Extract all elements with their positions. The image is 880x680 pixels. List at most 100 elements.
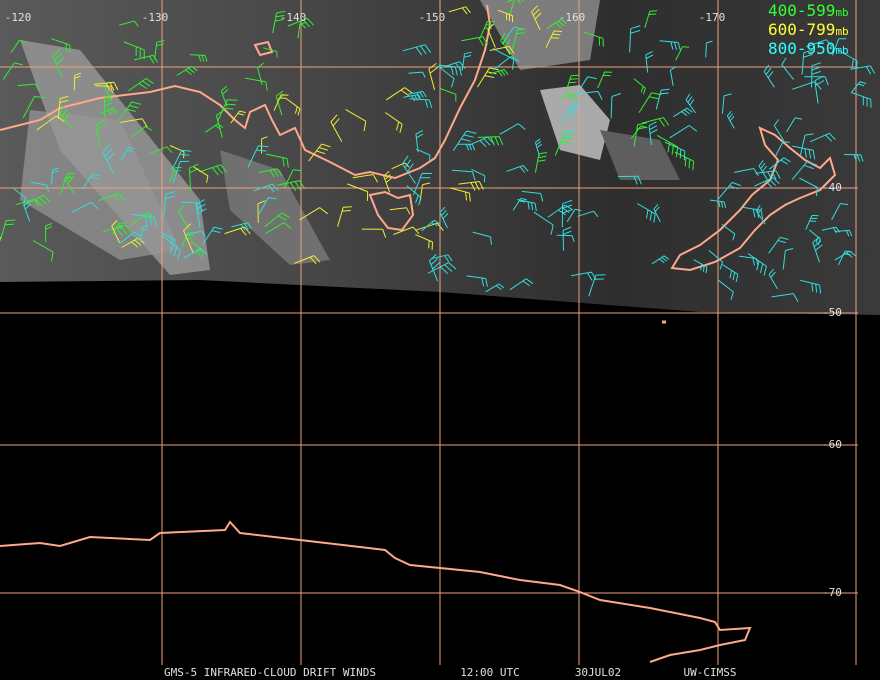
wind-barb xyxy=(721,223,736,241)
wind-barb xyxy=(832,38,847,56)
wind-barb xyxy=(172,160,190,183)
wind-barb xyxy=(190,240,204,258)
wind-barb xyxy=(415,148,431,162)
wind-barb xyxy=(95,119,106,148)
wind-barb xyxy=(773,119,785,141)
wind-barb xyxy=(492,47,515,70)
wind-barb xyxy=(389,207,411,215)
wind-barb xyxy=(308,143,331,162)
wind-barb xyxy=(409,98,433,109)
wind-barb xyxy=(534,138,543,156)
wind-barb xyxy=(160,231,176,246)
wind-barb xyxy=(656,134,679,157)
wind-barb xyxy=(722,264,739,283)
wind-barb xyxy=(421,219,441,232)
wind-barb xyxy=(457,143,476,151)
wind-barb xyxy=(792,145,816,160)
wind-barb xyxy=(709,199,727,209)
wind-barb xyxy=(120,118,148,128)
wind-barb xyxy=(641,117,670,127)
wind-barb xyxy=(186,230,206,237)
wind-barb xyxy=(559,92,578,101)
wind-barb xyxy=(393,226,420,235)
wind-barb xyxy=(123,41,145,60)
wind-barb xyxy=(231,222,253,231)
wind-barb xyxy=(645,50,654,73)
wind-barb xyxy=(461,36,489,46)
wind-barb xyxy=(103,94,113,118)
wind-barb xyxy=(566,208,582,223)
wind-barb xyxy=(13,188,27,205)
wind-barb xyxy=(521,190,544,202)
wind-barb xyxy=(294,255,321,265)
footer-text: UW-CIMSS xyxy=(684,666,737,679)
wind-barb xyxy=(489,45,515,55)
wind-barb xyxy=(120,147,135,161)
wind-barb xyxy=(506,165,529,173)
wind-barb xyxy=(415,130,424,152)
wind-barb xyxy=(489,69,509,77)
wind-barb xyxy=(257,62,264,86)
wind-barb xyxy=(183,248,208,259)
wind-barb xyxy=(561,199,573,228)
wind-barb xyxy=(439,88,457,102)
latitude-label: -70 xyxy=(822,586,842,599)
wind-barb xyxy=(458,181,484,191)
wind-barb xyxy=(131,213,157,227)
wind-barb xyxy=(477,67,499,88)
legend-entry: 600-799mb xyxy=(768,20,849,39)
graticule xyxy=(0,0,858,665)
wind-barb xyxy=(347,183,369,201)
wind-barb xyxy=(36,115,65,131)
wind-barb xyxy=(189,54,208,62)
wind-barb xyxy=(768,236,789,254)
wind-barb xyxy=(202,226,223,245)
wind-barb xyxy=(708,250,724,270)
wind-barb xyxy=(837,49,858,71)
wind-barb xyxy=(195,199,207,228)
wind-barb xyxy=(782,248,794,270)
wind-barb xyxy=(133,54,159,64)
wind-barb xyxy=(493,55,520,71)
wind-barb xyxy=(821,226,841,234)
wind-barb xyxy=(479,21,495,39)
wind-barb xyxy=(402,44,432,56)
wind-barb xyxy=(272,10,286,34)
wind-barb xyxy=(118,101,142,121)
wind-barb xyxy=(215,109,225,138)
latitude-label: -40 xyxy=(822,181,842,194)
footer-text: GMS-5 INFRARED-CLOUD DRIFT WINDS xyxy=(164,666,376,679)
wind-barb xyxy=(812,236,823,263)
wind-barb xyxy=(361,228,387,238)
wind-barb xyxy=(693,259,708,274)
wind-barb xyxy=(501,26,523,45)
legend-range: 600-799 xyxy=(768,20,835,39)
wind-barb xyxy=(171,149,192,171)
wind-barb xyxy=(472,231,492,245)
wind-barb xyxy=(0,219,16,242)
wind-barb xyxy=(451,169,476,181)
wind-barb xyxy=(509,0,515,15)
wind-barb xyxy=(717,182,741,200)
wind-barb xyxy=(534,152,548,173)
wind-barb xyxy=(512,28,526,50)
wind-barb xyxy=(636,203,656,223)
wind-barb xyxy=(533,211,554,235)
wind-barb xyxy=(673,107,693,118)
wind-barb xyxy=(385,112,403,133)
wind-barb xyxy=(834,250,856,261)
wind-barb xyxy=(413,172,432,196)
wind-barb xyxy=(257,200,266,223)
legend-range: 400-599 xyxy=(768,1,835,20)
wind-barb xyxy=(633,78,646,95)
wind-barb xyxy=(258,197,277,215)
wind-barb xyxy=(547,204,574,218)
wind-barb xyxy=(461,51,472,71)
wind-barb xyxy=(111,220,121,244)
wind-barb xyxy=(51,38,71,54)
wind-barb xyxy=(283,169,302,189)
legend-unit: mb xyxy=(835,6,848,19)
wind-barb xyxy=(247,145,269,168)
